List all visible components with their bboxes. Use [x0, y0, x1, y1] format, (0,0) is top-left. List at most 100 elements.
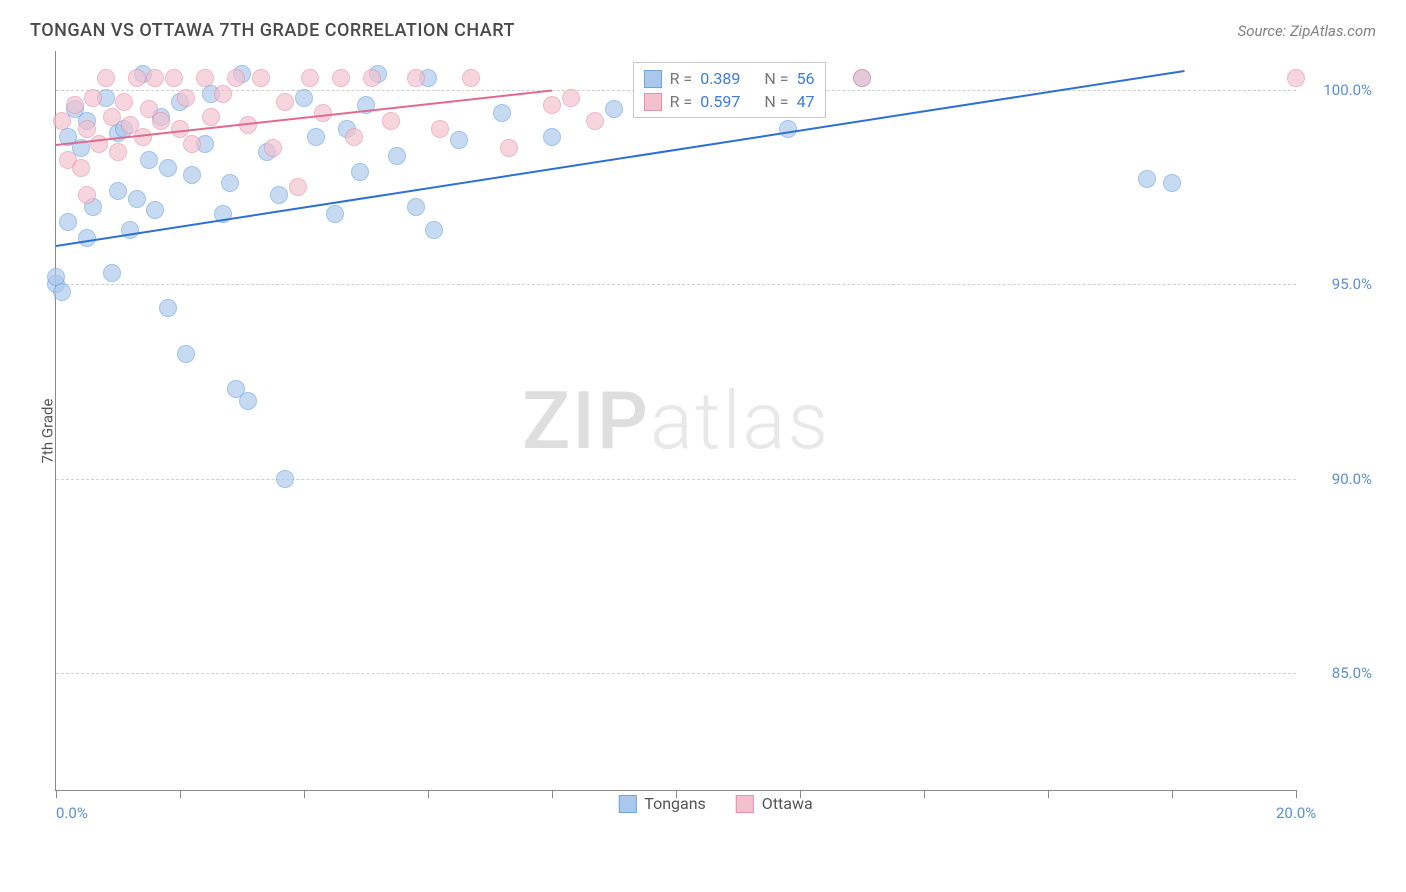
bottom-legend: Tongans Ottawa: [618, 794, 812, 813]
legend-swatch: [644, 93, 662, 111]
data-point: [177, 89, 195, 107]
x-tick: [1296, 790, 1297, 798]
data-point: [109, 182, 127, 200]
data-point: [295, 89, 313, 107]
data-point: [407, 198, 425, 216]
gridline: [56, 673, 1296, 674]
data-point: [59, 213, 77, 231]
data-point: [276, 470, 294, 488]
stats-legend-box: R = 0.389N = 56R = 0.597N = 47: [633, 62, 826, 118]
x-tick-label: 0.0%: [56, 804, 88, 822]
data-point: [500, 139, 518, 157]
data-point: [159, 299, 177, 317]
data-point: [146, 69, 164, 87]
data-point: [146, 201, 164, 219]
data-point: [202, 108, 220, 126]
data-point: [425, 221, 443, 239]
data-point: [66, 96, 84, 114]
source-label: Source: ZipAtlas.com: [1238, 22, 1376, 40]
data-point: [128, 190, 146, 208]
data-point: [97, 69, 115, 87]
data-point: [103, 264, 121, 282]
data-point: [239, 392, 257, 410]
data-point: [543, 96, 561, 114]
data-point: [140, 151, 158, 169]
data-point: [332, 69, 350, 87]
data-point: [221, 174, 239, 192]
data-point: [779, 120, 797, 138]
data-point: [345, 128, 363, 146]
data-point: [53, 112, 71, 130]
data-point: [301, 69, 319, 87]
legend-item: Ottawa: [736, 794, 813, 813]
data-point: [196, 69, 214, 87]
legend-label: Ottawa: [762, 794, 813, 813]
legend-label: Tongans: [644, 794, 706, 813]
data-point: [562, 89, 580, 107]
y-tick-label: 85.0%: [1332, 664, 1372, 682]
data-point: [177, 345, 195, 363]
y-tick-label: 90.0%: [1332, 470, 1372, 488]
x-tick: [428, 790, 429, 798]
gridline: [56, 284, 1296, 285]
data-point: [165, 69, 183, 87]
data-point: [214, 85, 232, 103]
data-point: [128, 69, 146, 87]
page-title: TONGAN VS OTTAWA 7TH GRADE CORRELATION C…: [30, 20, 515, 41]
data-point: [363, 69, 381, 87]
stats-row: R = 0.597N = 47: [644, 90, 815, 113]
y-axis-label: 7th Grade: [38, 399, 56, 464]
data-point: [289, 178, 307, 196]
data-point: [450, 131, 468, 149]
data-point: [382, 112, 400, 130]
data-point: [115, 93, 133, 111]
data-point: [307, 128, 325, 146]
data-point: [605, 100, 623, 118]
stats-row: R = 0.389N = 56: [644, 67, 815, 90]
data-point: [543, 128, 561, 146]
x-tick: [56, 790, 57, 798]
data-point: [109, 143, 127, 161]
data-point: [252, 69, 270, 87]
data-point: [493, 104, 511, 122]
x-tick: [552, 790, 553, 798]
data-point: [586, 112, 604, 130]
legend-swatch: [644, 70, 662, 88]
y-tick-label: 95.0%: [1332, 275, 1372, 293]
data-point: [388, 147, 406, 165]
data-point: [78, 229, 96, 247]
data-point: [853, 69, 871, 87]
data-point: [431, 120, 449, 138]
data-point: [227, 69, 245, 87]
data-point: [78, 120, 96, 138]
data-point: [183, 166, 201, 184]
data-point: [152, 112, 170, 130]
data-point: [183, 135, 201, 153]
legend-swatch: [618, 795, 636, 813]
data-point: [264, 139, 282, 157]
data-point: [159, 159, 177, 177]
data-point: [407, 69, 425, 87]
legend-item: Tongans: [618, 794, 706, 813]
data-point: [326, 205, 344, 223]
data-point: [53, 283, 71, 301]
data-point: [84, 89, 102, 107]
data-point: [78, 186, 96, 204]
x-tick: [180, 790, 181, 798]
data-point: [351, 163, 369, 181]
chart-area: 7th Grade ZIPatlas R = 0.389N = 56R = 0.…: [55, 51, 1376, 811]
x-tick: [1172, 790, 1173, 798]
legend-swatch: [736, 795, 754, 813]
data-point: [1138, 170, 1156, 188]
data-point: [270, 186, 288, 204]
x-tick: [924, 790, 925, 798]
data-point: [462, 69, 480, 87]
scatter-plot: ZIPatlas R = 0.389N = 56R = 0.597N = 47 …: [55, 51, 1296, 791]
data-point: [1163, 174, 1181, 192]
watermark: ZIPatlas: [522, 374, 830, 468]
data-point: [72, 159, 90, 177]
y-tick-label: 100.0%: [1323, 81, 1372, 99]
data-point: [276, 93, 294, 111]
x-tick: [304, 790, 305, 798]
gridline: [56, 479, 1296, 480]
